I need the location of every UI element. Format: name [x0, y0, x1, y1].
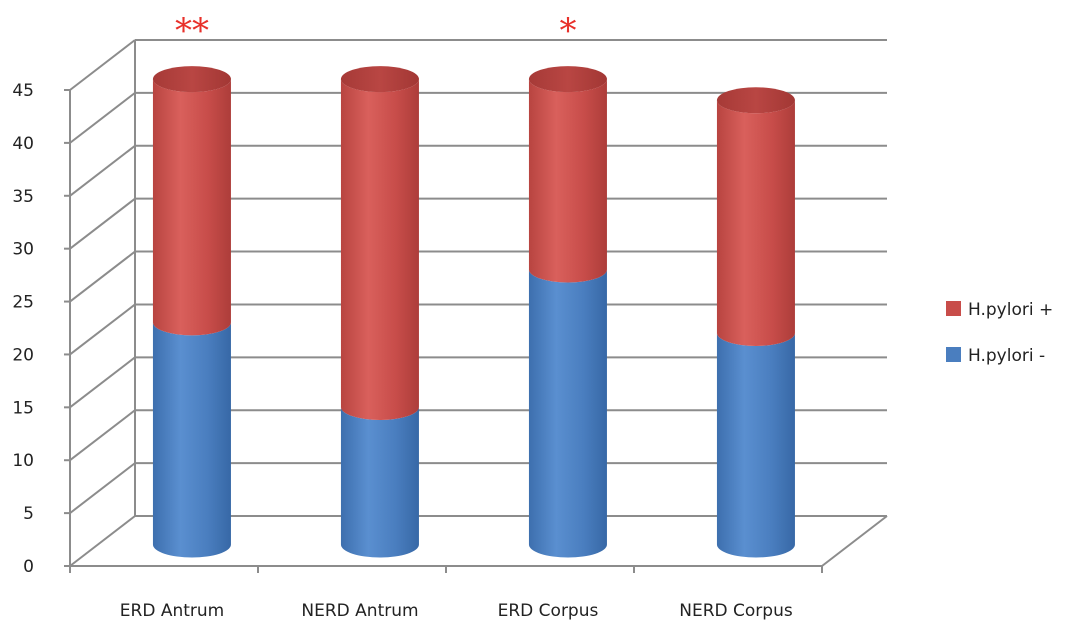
gridline-side [69, 250, 136, 303]
axes: 0 5 10 15 20 25 30 35 40 45 [12, 81, 823, 577]
bar-top-nerd-corpus [716, 87, 795, 114]
labels: ERD Antrum ** NERD Antrum ERD Corpus * NERD C… [120, 11, 793, 621]
y-tick-label: 15 [12, 398, 34, 418]
y-tick-label: 0 [23, 557, 34, 577]
bar-top-erd-corpus [528, 66, 607, 93]
y-tick-label: 35 [12, 187, 34, 207]
bar-hpylori-neg-nerd-antrum [340, 406, 419, 558]
bar-hpylori-pos-nerd-corpus [716, 100, 795, 346]
gridline-side [69, 197, 136, 250]
significance-annotation: * [559, 11, 576, 51]
bar-hpylori-pos-erd-antrum [152, 79, 231, 336]
legend-label: H.pylori - [968, 346, 1045, 366]
x-tick-label: NERD Corpus [679, 601, 793, 621]
gridline-side [69, 515, 136, 567]
y-tick-label: 40 [12, 134, 34, 154]
gridline-side [69, 356, 136, 409]
y-tick-label: 10 [12, 451, 34, 471]
gridline-side [69, 92, 136, 144]
y-tick-label: 20 [12, 345, 34, 365]
legend-swatch [946, 301, 961, 316]
gridline-side [69, 39, 136, 91]
bar-hpylori-neg-erd-corpus [528, 269, 607, 558]
floor-right-edge [821, 515, 888, 567]
gridline-side [69, 409, 136, 462]
gridline-side [69, 462, 136, 514]
bar-hpylori-pos-erd-corpus [528, 79, 607, 283]
y-tick-label: 25 [12, 293, 34, 313]
legend-label: H.pylori + [968, 300, 1053, 320]
bars [152, 66, 795, 558]
x-tick-label: NERD Antrum [301, 601, 418, 621]
x-tick-label: ERD Corpus [498, 601, 599, 621]
bar-hpylori-neg-erd-antrum [152, 322, 231, 558]
bar-hpylori-pos-nerd-antrum [340, 79, 419, 420]
y-tick-label: 5 [23, 504, 34, 524]
legend-swatch [946, 347, 961, 362]
x-tick-label: ERD Antrum [120, 601, 224, 621]
y-tick-label: 30 [12, 240, 34, 260]
bar-top-nerd-antrum [340, 66, 419, 93]
significance-annotation: ** [175, 11, 209, 51]
bar-hpylori-neg-nerd-corpus [716, 332, 795, 558]
gridline-side [69, 144, 136, 197]
bar-top-erd-antrum [152, 66, 231, 93]
y-tick-label: 45 [12, 81, 34, 101]
legend: H.pylori + H.pylori - [946, 300, 1053, 366]
gridline-side [69, 303, 136, 356]
